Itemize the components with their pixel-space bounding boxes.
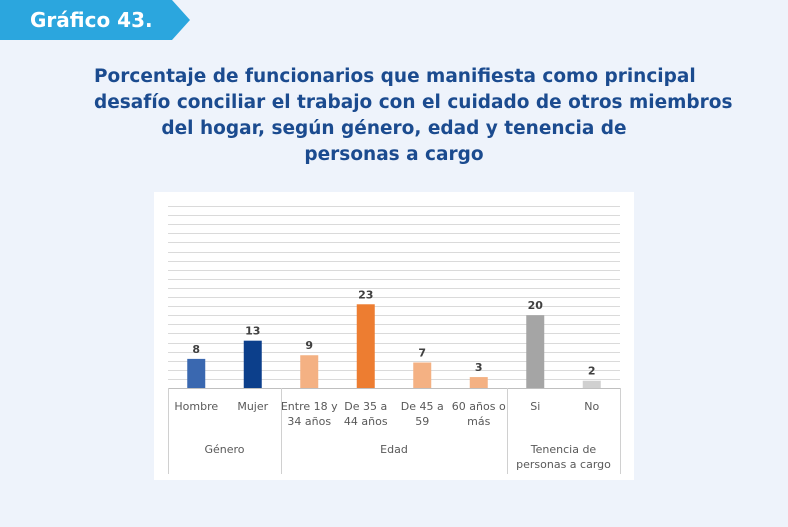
bar — [243, 340, 262, 388]
data-label: 7 — [418, 347, 426, 360]
bar — [300, 355, 319, 388]
bar — [582, 380, 601, 388]
chart-title-line-2: desafío conciliar el trabajo con el cuid… — [94, 92, 733, 113]
group-label: Tenencia de — [530, 443, 597, 456]
data-label: 2 — [588, 365, 596, 378]
category-label: No — [584, 400, 599, 413]
bar — [469, 377, 488, 388]
bar — [187, 358, 206, 388]
group-label: Edad — [380, 443, 408, 456]
chart-title-line-1: Porcentaje de funcionarios que manifiest… — [94, 66, 696, 87]
group-label: Género — [204, 443, 244, 456]
data-label: 23 — [358, 288, 373, 301]
category-label: 44 años — [344, 415, 388, 428]
category-label: 60 años o — [452, 400, 506, 413]
category-label: 34 años — [287, 415, 331, 428]
bar — [526, 315, 545, 388]
chart-area: 8 13 9 23 7 3 20 2 Hombre Mujer Entre 18 y 34 años D… — [154, 192, 634, 480]
chart-title: Porcentaje de funcionarios que manifiest… — [94, 64, 733, 168]
bar — [413, 362, 432, 388]
data-label: 3 — [475, 361, 483, 374]
bar — [356, 304, 375, 388]
figure-badge-label: Gráfico 43. — [30, 8, 153, 32]
data-label: 8 — [192, 343, 200, 356]
category-label: De 35 a — [344, 400, 387, 413]
group-label: personas a cargo — [516, 458, 611, 471]
bar-chart: 8 13 9 23 7 3 20 2 Hombre Mujer Entre 18 y 34 años D… — [168, 206, 621, 474]
category-label: Mujer — [237, 400, 268, 413]
data-label: 13 — [245, 325, 260, 338]
chart-title-line-3: del hogar, según género, edad y tenencia… — [161, 118, 627, 139]
data-label: 20 — [528, 299, 544, 312]
data-label: 9 — [305, 339, 313, 352]
category-label: 59 — [415, 415, 429, 428]
chart-title-line-4: personas a cargo — [304, 144, 484, 165]
category-label: Entre 18 y — [281, 400, 338, 413]
category-label: Si — [530, 400, 540, 413]
category-label: más — [467, 415, 490, 428]
category-label: Hombre — [174, 400, 218, 413]
category-label: De 45 a — [401, 400, 444, 413]
figure-badge: Gráfico 43. — [0, 0, 190, 40]
